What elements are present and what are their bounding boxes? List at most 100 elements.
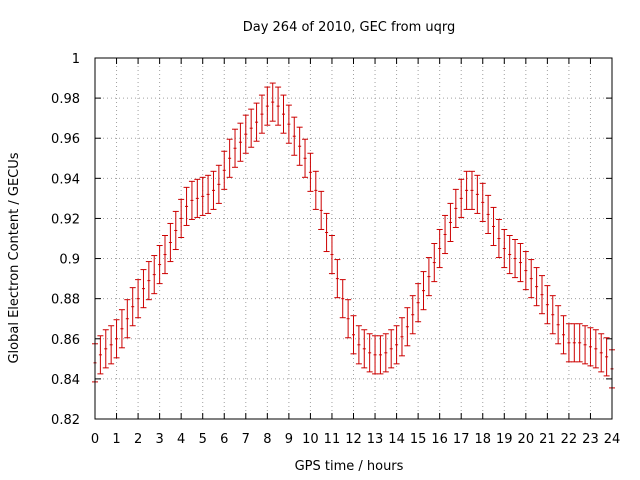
error-bar-point bbox=[571, 323, 578, 363]
error-bar-point bbox=[501, 228, 508, 269]
x-tick-label: 23 bbox=[582, 432, 599, 447]
error-bar-point bbox=[549, 295, 556, 335]
error-bar-point bbox=[162, 234, 169, 275]
error-bar-point bbox=[576, 323, 583, 363]
error-bar-point bbox=[485, 194, 492, 234]
y-tick-label: 0.96 bbox=[51, 132, 80, 147]
error-bar-point bbox=[156, 245, 163, 285]
plot-frame bbox=[94, 57, 613, 420]
error-bar-point bbox=[215, 164, 222, 204]
error-bar-point bbox=[404, 307, 411, 347]
x-tick-label: 10 bbox=[302, 432, 319, 447]
error-bar-point bbox=[582, 325, 589, 365]
error-bar-point bbox=[452, 188, 459, 228]
error-bar-point bbox=[151, 255, 158, 295]
error-bar-point bbox=[221, 150, 228, 190]
error-bar-point bbox=[140, 269, 147, 309]
error-bar-point bbox=[135, 279, 142, 319]
x-tick-label: 21 bbox=[539, 432, 556, 447]
error-bar-point bbox=[603, 337, 610, 377]
error-bar-point bbox=[463, 170, 470, 210]
error-bar-point bbox=[555, 305, 562, 345]
error-bar-point bbox=[345, 299, 352, 339]
y-axis-label: Global Electron Content / GECUs bbox=[7, 152, 22, 363]
error-bar-point bbox=[205, 174, 212, 214]
x-tick-label: 3 bbox=[155, 432, 163, 447]
error-bar-point bbox=[533, 267, 540, 307]
error-bar-point bbox=[436, 228, 443, 269]
error-bar-point bbox=[425, 257, 432, 297]
error-bar-point bbox=[264, 86, 271, 126]
error-bar-point bbox=[113, 319, 120, 359]
error-bar-point bbox=[366, 333, 373, 373]
error-bar-point bbox=[188, 180, 195, 220]
x-tick-label: 24 bbox=[604, 432, 621, 447]
error-bar-point bbox=[296, 126, 303, 166]
error-bar-point bbox=[242, 114, 249, 154]
error-bar-point bbox=[237, 122, 244, 162]
error-bar-point bbox=[538, 275, 545, 315]
error-bar-point bbox=[167, 222, 174, 263]
error-bar-point bbox=[312, 170, 319, 210]
error-bar-point bbox=[339, 279, 346, 319]
error-bar-point bbox=[285, 104, 292, 144]
x-tick-label: 7 bbox=[242, 432, 250, 447]
error-bar-point bbox=[118, 309, 125, 349]
error-bar-point bbox=[210, 170, 217, 210]
error-bar-point bbox=[307, 152, 314, 192]
y-tick-label: 0.92 bbox=[51, 212, 80, 227]
x-tick-label: 4 bbox=[177, 432, 185, 447]
error-bar-point bbox=[275, 86, 282, 126]
x-tick-label: 1 bbox=[112, 432, 120, 447]
error-bar-point bbox=[377, 335, 384, 375]
error-bar-point bbox=[361, 329, 368, 369]
x-tick-label: 17 bbox=[453, 432, 470, 447]
error-bar-point bbox=[199, 176, 206, 216]
error-bar-point bbox=[253, 102, 260, 142]
error-bar-point bbox=[355, 325, 362, 365]
x-tick-label: 2 bbox=[134, 432, 142, 447]
x-tick-label: 5 bbox=[199, 432, 207, 447]
error-bar-point bbox=[129, 287, 136, 327]
x-tick-label: 15 bbox=[410, 432, 427, 447]
error-bar-point bbox=[512, 239, 519, 279]
error-bar-point bbox=[442, 214, 449, 255]
error-bar-point bbox=[382, 333, 389, 373]
error-bar-point bbox=[522, 251, 529, 291]
data-points bbox=[92, 82, 615, 389]
error-bar-point bbox=[517, 243, 524, 283]
error-bar-point bbox=[302, 138, 309, 178]
x-tick-label: 12 bbox=[345, 432, 362, 447]
error-bar-point bbox=[388, 329, 395, 369]
error-bar-point bbox=[598, 333, 605, 373]
error-bar-point bbox=[398, 317, 405, 357]
x-tick-label: 22 bbox=[561, 432, 578, 447]
x-tick-label: 18 bbox=[474, 432, 491, 447]
error-bar-point bbox=[194, 178, 201, 218]
chart-title: Day 264 of 2010, GEC from uqrg bbox=[243, 20, 456, 35]
error-bar-point bbox=[350, 315, 357, 355]
error-bar-point bbox=[592, 329, 599, 369]
error-bar-point bbox=[291, 116, 298, 156]
error-bar-point bbox=[280, 94, 287, 134]
y-tick-label: 0.86 bbox=[51, 333, 80, 348]
error-bar-point bbox=[587, 327, 594, 367]
x-axis-label: GPS time / hours bbox=[295, 459, 404, 474]
error-bar-point bbox=[528, 259, 535, 299]
y-tick-label: 0.94 bbox=[51, 172, 80, 187]
y-tick-label: 1 bbox=[72, 52, 80, 67]
error-bar-point bbox=[102, 329, 109, 369]
y-tick-label: 0.84 bbox=[51, 373, 80, 388]
error-bar-point bbox=[269, 82, 276, 122]
error-bar-point bbox=[490, 206, 497, 247]
error-bar-point bbox=[415, 283, 422, 323]
error-bar-point bbox=[560, 315, 567, 355]
x-tick-label: 8 bbox=[263, 432, 271, 447]
y-tick-label: 0.9 bbox=[59, 253, 80, 268]
error-bar-point bbox=[108, 325, 115, 365]
error-bar-point bbox=[183, 186, 190, 226]
error-bar-point bbox=[506, 234, 513, 275]
y-tick-label: 0.82 bbox=[51, 413, 80, 428]
error-bar-point bbox=[323, 212, 330, 253]
